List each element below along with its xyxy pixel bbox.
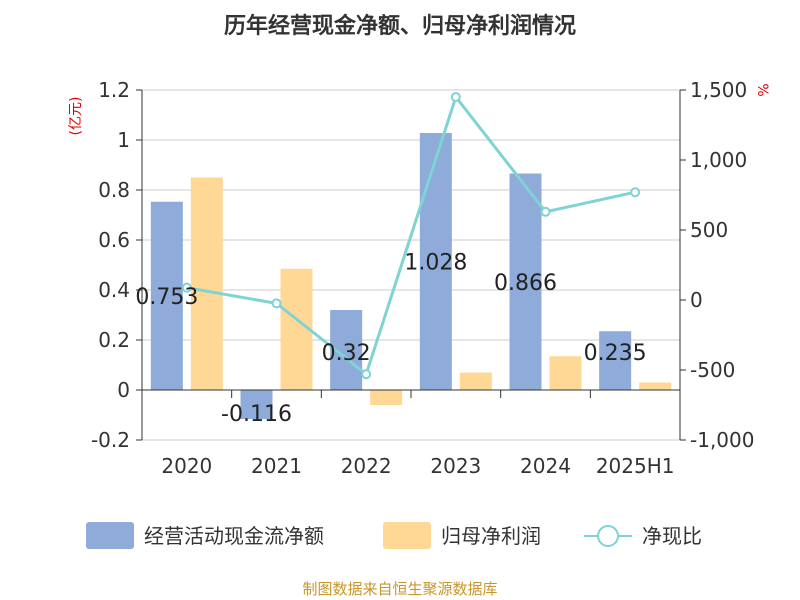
ratio-point <box>630 187 641 198</box>
ratio-point <box>540 206 551 217</box>
ratio-point <box>271 298 282 309</box>
left-axis-tick-label: 1.2 <box>98 78 130 102</box>
ratio-point <box>450 92 461 102</box>
bar-cash-flow <box>419 133 452 390</box>
cash-flow-data-label: 0.32 <box>322 341 371 366</box>
legend-label-cash-flow: 经营活动现金流净额 <box>144 524 324 548</box>
left-axis-tick-label: 0.4 <box>98 278 130 302</box>
legend-swatch-cash-flow <box>86 522 134 549</box>
x-axis-tick-label: 2024 <box>520 454 571 478</box>
ratio-point <box>361 369 372 380</box>
left-axis-tick-label: 0 <box>117 378 130 402</box>
x-axis-tick-label: 2022 <box>341 454 392 478</box>
cash-flow-data-label: 0.866 <box>494 271 557 296</box>
left-axis-unit: (亿元) <box>68 97 84 136</box>
right-axis-unit: % <box>754 83 770 96</box>
left-axis-tick-label: 0.6 <box>98 228 130 252</box>
right-axis-tick-label: -1,000 <box>690 428 754 452</box>
cash-flow-data-label: 1.028 <box>404 251 467 276</box>
right-axis-tick-label: 500 <box>690 218 728 242</box>
x-axis-tick-label: 2021 <box>251 454 302 478</box>
bar-net-profit <box>370 390 403 405</box>
cash-flow-data-label: 0.235 <box>584 341 647 366</box>
bar-net-profit <box>190 177 223 390</box>
left-axis-tick-label: 1 <box>117 128 130 152</box>
bar-net-profit <box>639 382 672 390</box>
right-axis-tick-label: 1,000 <box>690 148 747 172</box>
legend: 经营活动现金流净额 归母净利润 净现比 <box>86 522 702 549</box>
legend-swatch-net-profit <box>383 522 431 549</box>
left-axis-tick-label: -0.2 <box>91 428 130 452</box>
right-axis-tick-label: 1,500 <box>690 78 747 102</box>
cash-flow-data-label: 0.753 <box>135 285 198 310</box>
legend-swatch-ratio-marker <box>597 525 619 547</box>
right-axis-tick-label: 0 <box>690 288 703 312</box>
ratio-point <box>181 282 192 293</box>
bar-cash-flow <box>240 390 273 419</box>
bar-cash-flow <box>599 331 632 390</box>
chart-title: 历年经营现金净额、归母净利润情况 <box>224 13 576 39</box>
bar-cash-flow <box>150 201 183 390</box>
bar-net-profit <box>549 356 582 390</box>
legend-label-net-profit: 归母净利润 <box>441 524 541 548</box>
right-axis-tick-label: -500 <box>690 358 735 382</box>
left-axis-tick-label: 0.8 <box>98 178 130 202</box>
cash-flow-data-label: -0.116 <box>221 402 292 427</box>
left-axis-tick-label: 0.2 <box>98 328 130 352</box>
bar-net-profit <box>459 372 492 390</box>
ratio-series-line <box>186 93 636 377</box>
x-axis-tick-label: 2023 <box>430 454 481 478</box>
x-axis-tick-label: 2025H1 <box>596 454 675 478</box>
x-axis-tick-label: 2020 <box>161 454 212 478</box>
bar-cash-flow <box>509 173 542 390</box>
source-note: 制图数据来自恒生聚源数据库 <box>302 580 497 598</box>
legend-label-ratio: 净现比 <box>642 524 702 548</box>
